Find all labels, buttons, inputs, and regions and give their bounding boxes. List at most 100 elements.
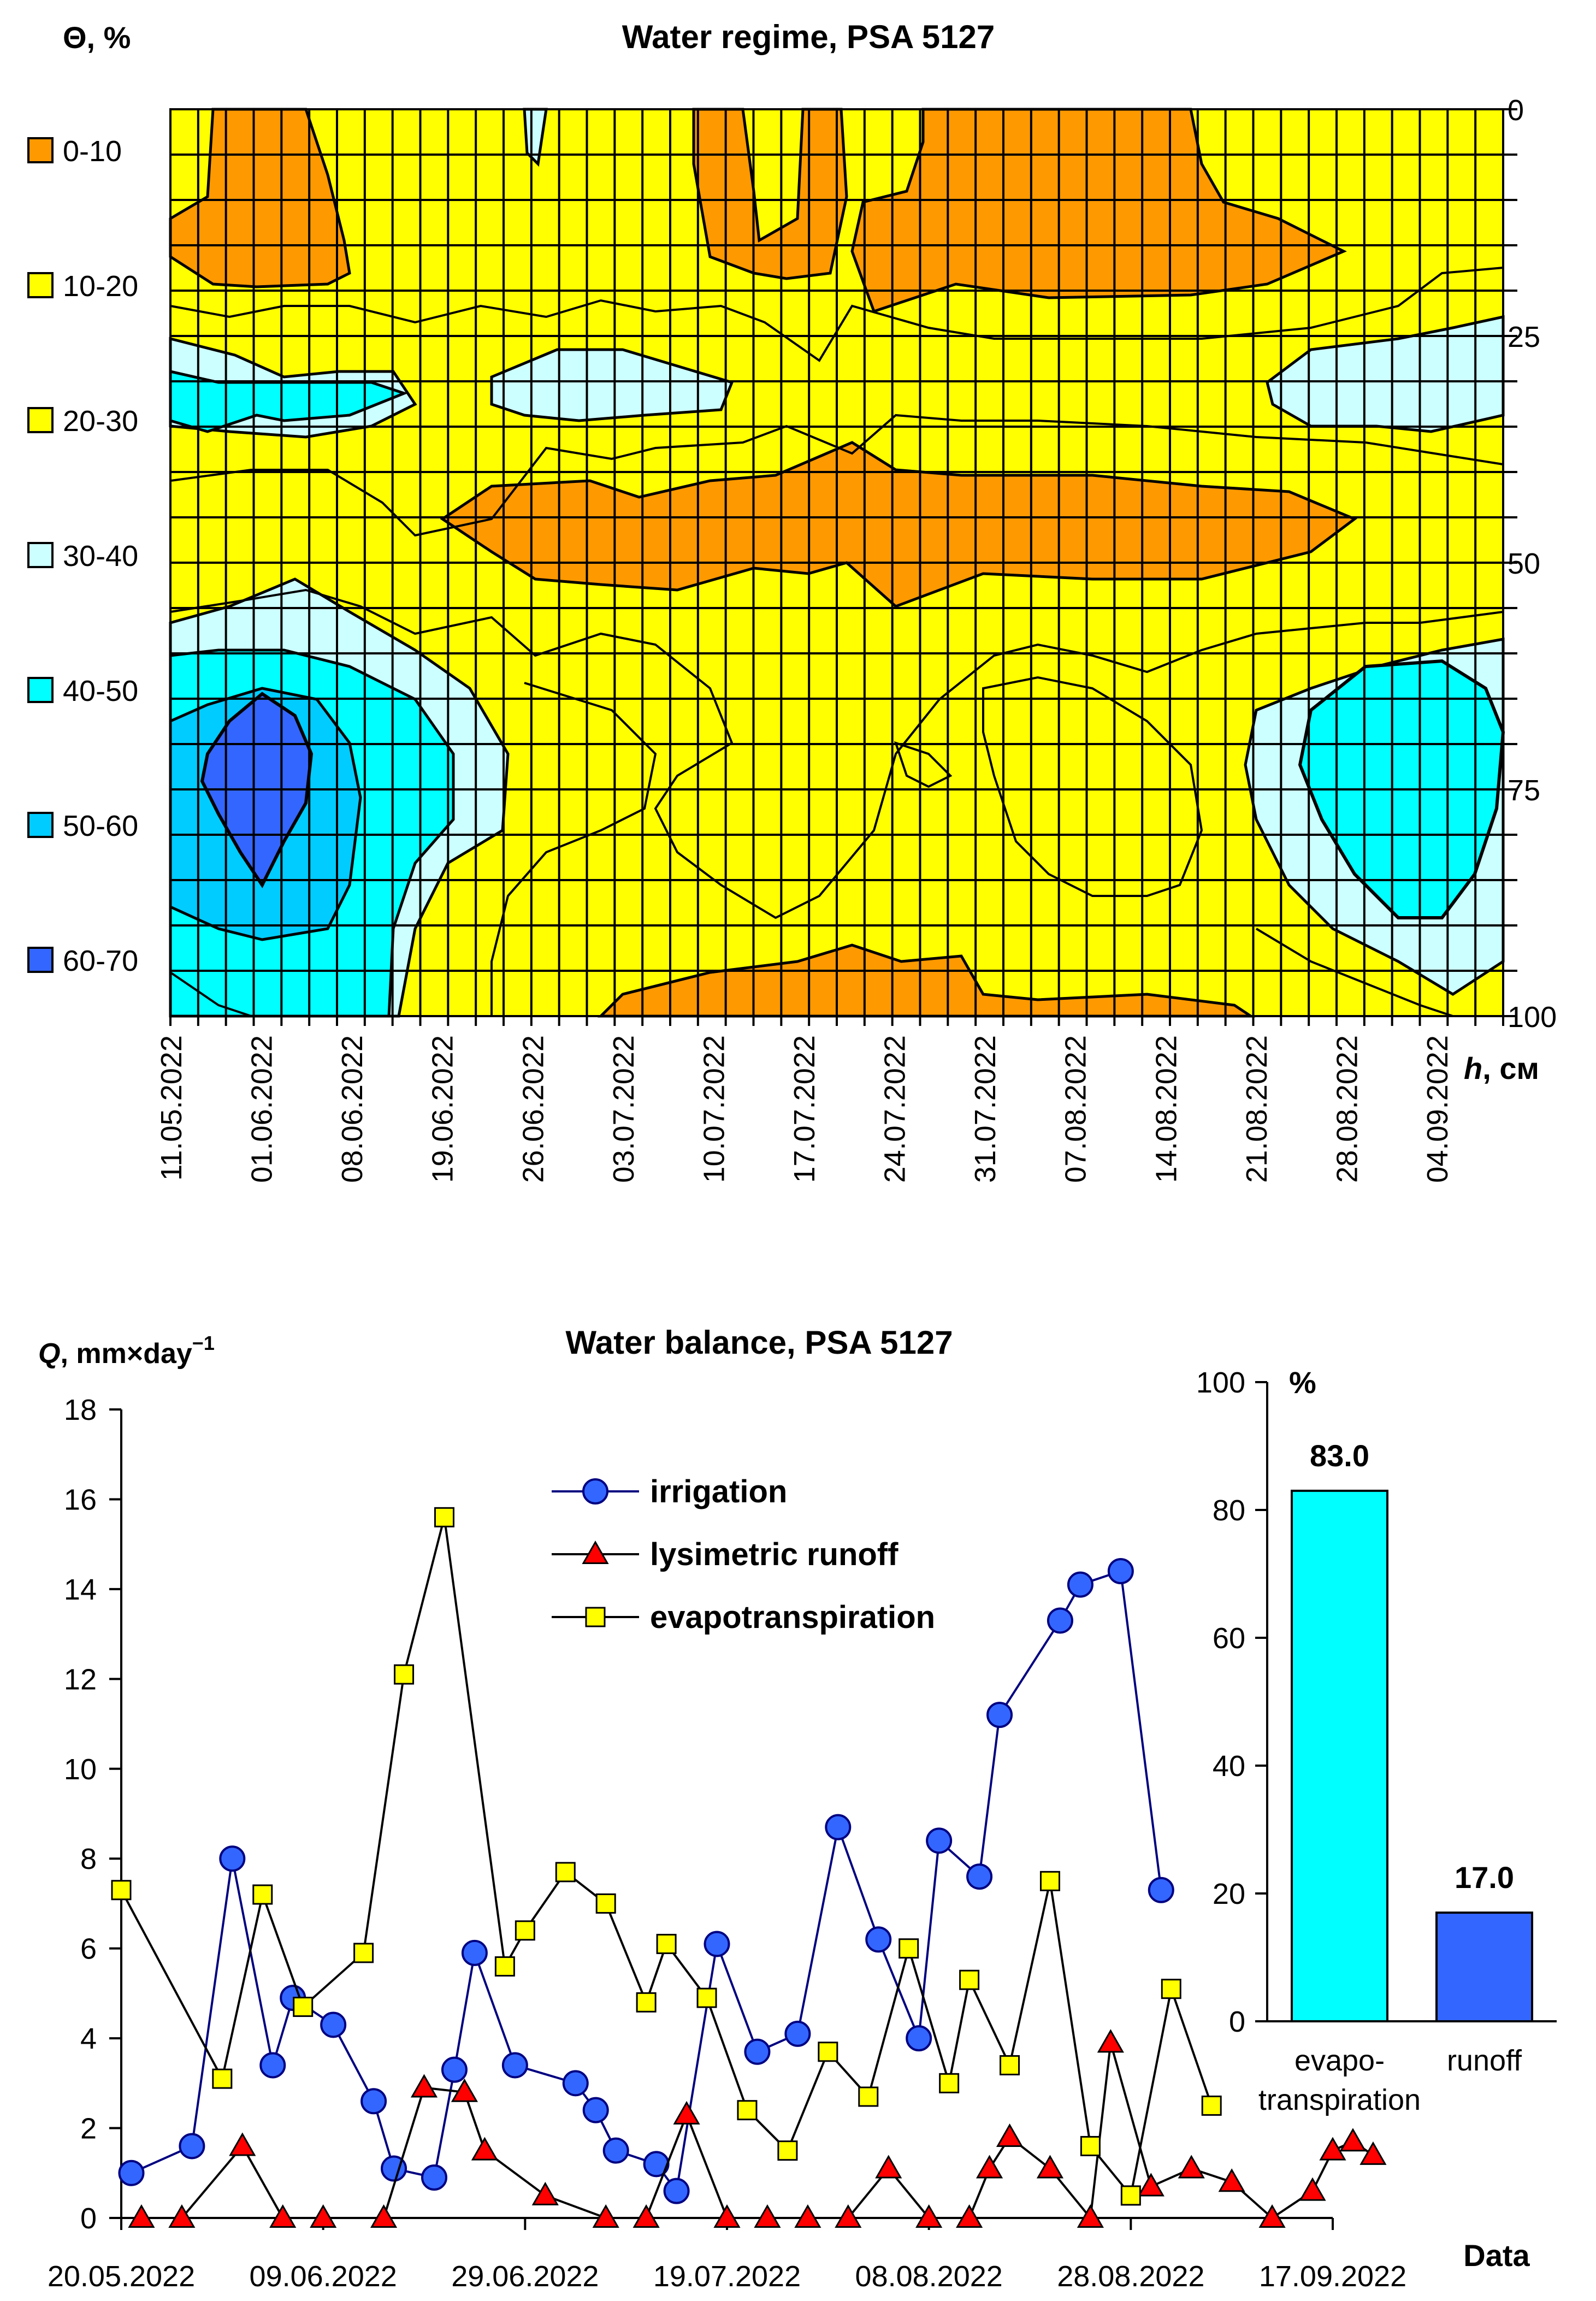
- share-bar-evapo-transpiration: [1291, 1489, 1388, 2022]
- balance-legend: irrigation lysimetric runoff evapotranspir…: [552, 1474, 935, 1635]
- contour-line-4: [490, 682, 657, 1016]
- irrigation-point: [1067, 1571, 1093, 1598]
- heatmap-plot-area: [169, 108, 1505, 1018]
- irrigation-point: [865, 1926, 892, 1953]
- balance-x-tick-label: 19.07.2022: [653, 2260, 801, 2293]
- lysimetric-runoff-point: [410, 2074, 438, 2098]
- irrigation-point: [118, 2160, 145, 2186]
- lysimetric-runoff-point: [1077, 2204, 1104, 2228]
- contour-line-1: [170, 267, 1504, 362]
- legend-swatch-10-20: [27, 272, 54, 298]
- irrigation-point: [582, 1478, 608, 1504]
- legend-swatch-50-60: [27, 812, 54, 838]
- heatmap-depth-axis-label: h, см: [1464, 1051, 1539, 1085]
- balance-x-axis-label: Data: [1463, 2238, 1530, 2273]
- region-0-10-bottom: [597, 943, 1256, 1018]
- date-tick-label: 08.06.2022: [336, 1035, 369, 1183]
- lysimetric-runoff-point: [1178, 2155, 1205, 2179]
- evapotranspiration-point: [515, 1920, 535, 1941]
- contour-line-7: [169, 971, 252, 1017]
- irrigation-point: [461, 1939, 488, 1966]
- lysimetric-runoff-point: [168, 2204, 196, 2228]
- heatmap-contour-lines: [169, 267, 1504, 1017]
- evapotranspiration-point: [1080, 2135, 1101, 2156]
- legend-label-10-20: 10-20: [63, 270, 138, 303]
- lysimetric-runoff-point: [471, 2137, 498, 2161]
- evapotranspiration-point: [555, 1862, 576, 1883]
- evapotranspiration-point: [1161, 1979, 1181, 1999]
- balance-title: Water balance, PSA 5127: [565, 1324, 953, 1361]
- heatmap-legend: 0-10 10-20 20-30 30-40 40-50 50-60 60-70: [27, 135, 138, 977]
- irrigation-point: [179, 2133, 205, 2160]
- balance-y-tick-label-14: 14: [64, 1573, 97, 1606]
- legend-label-40-50: 40-50: [63, 675, 138, 707]
- series-evapotranspiration: [111, 1507, 1222, 2206]
- evapotranspiration-point: [696, 1987, 717, 2008]
- irrigation-point: [320, 2011, 347, 2038]
- evapotranspiration-point: [494, 1956, 515, 1977]
- balance-x-tick-label: 29.06.2022: [451, 2260, 599, 2293]
- share-category-label: runoff: [1447, 2044, 1522, 2077]
- depth-tick-label-0: 0: [1508, 94, 1524, 127]
- lysimetric-runoff-point: [915, 2204, 943, 2228]
- balance-y-tick-label-12: 12: [64, 1663, 97, 1696]
- evapotranspiration-point: [858, 2086, 879, 2107]
- irrigation-point: [784, 2020, 811, 2047]
- legend-label-lysimetric-runoff: lysimetric runoff: [650, 1537, 899, 1572]
- evapotranspiration-point: [959, 1969, 980, 1990]
- lysimetric-runoff-point: [370, 2204, 398, 2228]
- share-y-tick-label-20: 20: [1213, 1878, 1245, 1910]
- date-tick-label: 14.08.2022: [1150, 1035, 1183, 1183]
- water-balance-chart: Water balance, PSA 5127 Q, mm×day−1 Data…: [38, 1324, 1530, 2293]
- evapotranspiration-point: [1039, 1871, 1060, 1891]
- balance-x-tick-label: 20.05.2022: [48, 2260, 195, 2293]
- evapotranspiration-point: [1201, 2095, 1222, 2116]
- irrigation-point: [219, 1845, 246, 1872]
- irrigation-point: [1107, 1558, 1134, 1584]
- irrigation-point: [421, 2164, 447, 2191]
- date-tick-label: 19.06.2022: [427, 1035, 459, 1183]
- lysimetric-runoff-point: [1137, 2173, 1165, 2197]
- lysimetric-runoff-point: [956, 2204, 983, 2228]
- irrigation-point: [360, 2088, 387, 2115]
- evapotranspiration-point: [737, 2100, 758, 2121]
- depth-axis-variable: h: [1464, 1051, 1482, 1085]
- heatmap-date-axis: 11.05.2022 01.06.2022 08.06.2022 19.06.2022…: [155, 1016, 1504, 1183]
- share-category-label: evapo-: [1294, 2044, 1385, 2077]
- lysimetric-runoff-point: [754, 2204, 781, 2228]
- balance-y-axis-label: Q, mm×day−1: [38, 1332, 215, 1370]
- date-tick-label: 26.06.2022: [517, 1035, 549, 1183]
- depth-tick-label-75: 75: [1508, 774, 1540, 807]
- evapotranspiration-point: [353, 1943, 374, 1963]
- balance-y-variable: Q: [38, 1338, 60, 1370]
- evapotranspiration-point: [252, 1884, 273, 1905]
- evapotranspiration-point: [777, 2140, 798, 2161]
- irrigation-point: [663, 2178, 690, 2204]
- lysimetric-runoff-point: [128, 2204, 155, 2228]
- lysimetric-runoff-point: [1319, 2137, 1346, 2161]
- depth-tick-label-50: 50: [1508, 547, 1540, 580]
- lysimetric-runoff-point: [794, 2204, 821, 2228]
- balance-y-tick-label-6: 6: [80, 1933, 97, 1966]
- irrigation-point: [1148, 1877, 1174, 1903]
- evapotranspiration-point: [636, 1992, 657, 2013]
- lysimetric-runoff-point: [1258, 2204, 1286, 2228]
- share-category-label: transpiration: [1258, 2084, 1421, 2116]
- share-y-tick-label-80: 80: [1213, 1494, 1245, 1527]
- lysimetric-runoff-point: [592, 2204, 619, 2228]
- irrigation-point: [986, 1702, 1013, 1728]
- evapotranspiration-point: [899, 1938, 919, 1959]
- legend-label-irrigation: irrigation: [650, 1474, 787, 1509]
- irrigation-point: [825, 1814, 852, 1840]
- irrigation-point: [744, 2038, 771, 2065]
- balance-series: [111, 1507, 1387, 2228]
- evapotranspiration-point: [212, 2068, 233, 2089]
- legend-swatch-60-70: [27, 947, 54, 973]
- balance-y-tick-label-2: 2: [80, 2113, 97, 2145]
- lysimetric-runoff-point: [1097, 2029, 1124, 2053]
- share-y-axis-label: %: [1289, 1365, 1316, 1400]
- legend-swatch-0-10: [27, 137, 54, 163]
- legend-swatch-20-30: [27, 407, 54, 433]
- legend-label-50-60: 50-60: [63, 810, 138, 842]
- lysimetric-runoff-point: [582, 1540, 609, 1564]
